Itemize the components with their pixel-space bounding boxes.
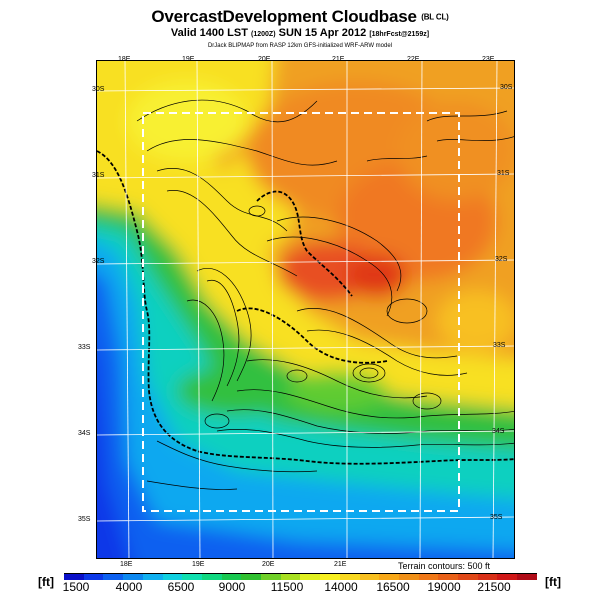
colorbar-swatch [142, 574, 163, 580]
latlon-grid [97, 61, 514, 558]
map-subtitle: Valid 1400 LST (1200Z) SUN 15 Apr 2012 [… [0, 27, 600, 41]
lat-label-left: 35S [78, 516, 91, 523]
colorbar-swatch [201, 574, 222, 580]
colorbar-swatch [103, 574, 124, 580]
cloudbase-field [97, 61, 514, 558]
lat-label-right: 30S [500, 84, 513, 91]
lat-label-left: 31S [92, 172, 105, 179]
colorbar-swatch [497, 574, 518, 580]
colorbar-swatch [280, 574, 301, 580]
colorbar-swatch [320, 574, 340, 580]
cloudbase-map[interactable] [96, 60, 515, 559]
lat-label-right: 33S [493, 342, 506, 349]
lon-label-top: 22E [407, 56, 420, 63]
colorbar-swatch [379, 574, 399, 580]
lat-label-right: 35S [490, 514, 503, 521]
valid-time-utc: (1200Z) [251, 31, 276, 38]
lon-label-top: 19E [182, 56, 195, 63]
valid-time: Valid 1400 LST [170, 27, 248, 39]
forecast-tag: [18hrFcst@2159z] [369, 31, 430, 38]
map-title-tag: (BL CL) [421, 12, 449, 22]
colorbar-tick-label: 9000 [218, 580, 246, 594]
colorbar [64, 573, 537, 580]
colorbar-swatch [221, 574, 242, 580]
colorbar-tick-label: 16500 [376, 580, 410, 594]
lon-label-top: 23E [482, 56, 495, 63]
map-title: OvercastDevelopment Cloudbase (BL CL) [0, 8, 600, 27]
colorbar-swatch [162, 574, 183, 580]
lon-label-bottom: 21E [334, 561, 347, 568]
colorbar-swatch [182, 574, 202, 580]
colorbar-unit-left: [ft] [38, 575, 54, 589]
colorbar-swatch [398, 574, 419, 580]
colorbar-swatch [458, 574, 478, 580]
lon-label-bottom: 18E [120, 561, 133, 568]
map-title-text: OvercastDevelopment Cloudbase [151, 7, 417, 26]
colorbar-swatch [418, 574, 439, 580]
colorbar-ticks: 1500 4000 6500 9000 11500 14000 16500 19… [0, 580, 600, 594]
lat-label-left: 34S [78, 430, 91, 437]
lon-label-bottom: 20E [262, 561, 275, 568]
lat-label-right: 32S [495, 256, 508, 263]
colorbar-tick-label: 14000 [324, 580, 358, 594]
inner-domain-box [142, 112, 460, 512]
colorbar-swatch [359, 574, 380, 580]
lon-label-top: 21E [332, 56, 345, 63]
colorbar-swatch [517, 574, 537, 580]
colorbar-tick-label: 19000 [427, 580, 461, 594]
colorbar-tick-label: 6500 [167, 580, 195, 594]
lon-label-top: 18E [118, 56, 131, 63]
lat-label-right: 34S [492, 428, 505, 435]
model-credit: DrJack BLIPMAP from RASP 12km GFS-initia… [207, 43, 393, 49]
colorbar-tick-label: 1500 [62, 580, 90, 594]
terrain-contour-note: Terrain contours: 500 ft [398, 561, 491, 571]
colorbar-unit-right: [ft] [545, 575, 561, 589]
terrain-contours [136, 99, 514, 490]
colorbar-swatch [300, 574, 321, 580]
lat-label-left: 32S [92, 258, 105, 265]
colorbar-swatch [477, 574, 498, 580]
lon-label-top: 20E [258, 56, 271, 63]
lat-label-left: 30S [92, 86, 105, 93]
cloudbase-map-svg [97, 61, 514, 558]
lat-label-left: 33S [78, 344, 91, 351]
colorbar-swatch [339, 574, 360, 580]
colorbar-tick-label: 21500 [477, 580, 511, 594]
colorbar-tick-label: 11500 [270, 580, 304, 594]
lat-label-right: 31S [497, 170, 510, 177]
colorbar-swatch [64, 574, 84, 580]
colorbar-swatch [261, 574, 281, 580]
colorbar-swatch [123, 574, 143, 580]
colorbar-tick-label: 4000 [115, 580, 143, 594]
valid-date: SUN 15 Apr 2012 [278, 27, 367, 39]
colorbar-swatch [241, 574, 262, 580]
colorbar-swatch [83, 574, 104, 580]
lon-label-bottom: 19E [192, 561, 205, 568]
colorbar-swatch [438, 574, 459, 580]
